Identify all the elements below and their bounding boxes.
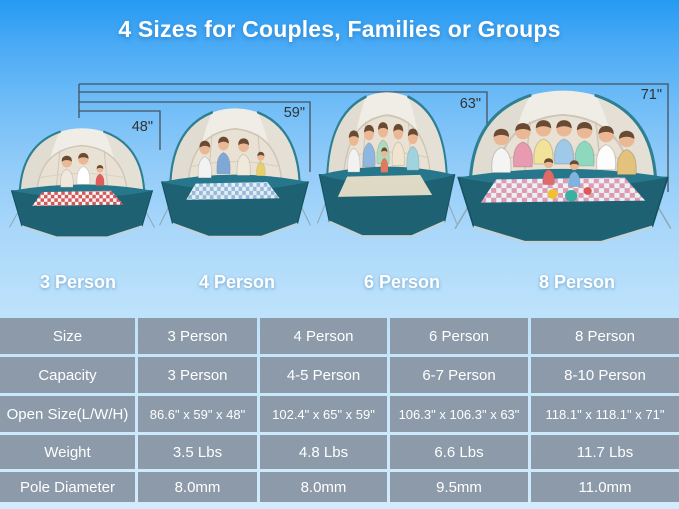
spec-cell: 102.4" x 65" x 59" (260, 396, 387, 432)
spec-cell: 4.8 Lbs (260, 435, 387, 469)
tent-size-caption-3-person: 3 Person (39, 272, 117, 292)
tent-illustration-4-person (158, 107, 312, 238)
spec-cell: 106.3" x 106.3" x 63" (390, 396, 528, 432)
spec-cell: 9.5mm (390, 472, 528, 502)
tent-illustration-3-person (8, 127, 156, 239)
spec-row-label: Weight (0, 435, 135, 469)
spec-cell: 118.1" x 118.1" x 71" (531, 396, 679, 432)
spec-cell: 6.6 Lbs (390, 435, 528, 469)
spec-table: Size 3 Person 4 Person 6 Person 8 Person… (0, 315, 679, 502)
spec-cell: 8-10 Person (531, 357, 679, 393)
picnic-blanket (32, 190, 124, 206)
spec-cell: 3 Person (138, 357, 257, 393)
beach-toys (547, 187, 592, 202)
picnic-blanket (186, 181, 280, 200)
spec-row-label: Capacity (0, 357, 135, 393)
picnic-blanket (337, 174, 433, 197)
spec-row-label: Size (0, 318, 135, 354)
spec-cell: 6 Person (390, 318, 528, 354)
spec-cell: 8 Person (531, 318, 679, 354)
spec-cell: 4-5 Person (260, 357, 387, 393)
spec-cell: 4 Person (260, 318, 387, 354)
picnic-blanket (480, 177, 646, 203)
spec-cell: 8.0mm (138, 472, 257, 502)
spec-cell: 8.0mm (260, 472, 387, 502)
spec-cell: 3.5 Lbs (138, 435, 257, 469)
tent-illustration-6-person (315, 90, 459, 238)
tent-illustration-8-person (453, 89, 673, 244)
spec-cell: 11.0mm (531, 472, 679, 502)
spec-cell: 3 Person (138, 318, 257, 354)
tent-size-caption-4-person: 4 Person (198, 272, 276, 292)
spec-cell: 6-7 Person (390, 357, 528, 393)
spec-cell: 86.6" x 59" x 48" (138, 396, 257, 432)
spec-row-label: Pole Diameter (0, 472, 135, 502)
tent-size-caption-8-person: 8 Person (538, 272, 616, 292)
tent-size-caption-6-person: 6 Person (363, 272, 441, 292)
spec-cell: 11.7 Lbs (531, 435, 679, 469)
spec-row-label: Open Size(L/W/H) (0, 396, 135, 432)
page-title: 4 Sizes for Couples, Families or Groups (118, 16, 561, 42)
